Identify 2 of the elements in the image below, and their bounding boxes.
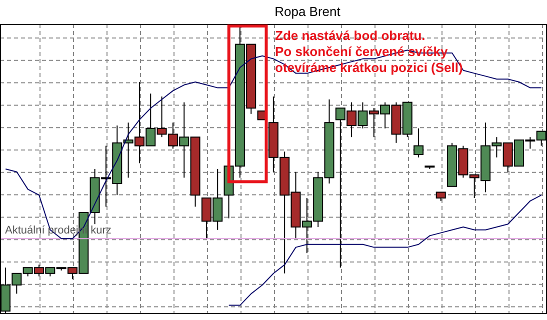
chart-title: Ropa Brent: [274, 4, 342, 19]
candlestick: [414, 128, 424, 158]
